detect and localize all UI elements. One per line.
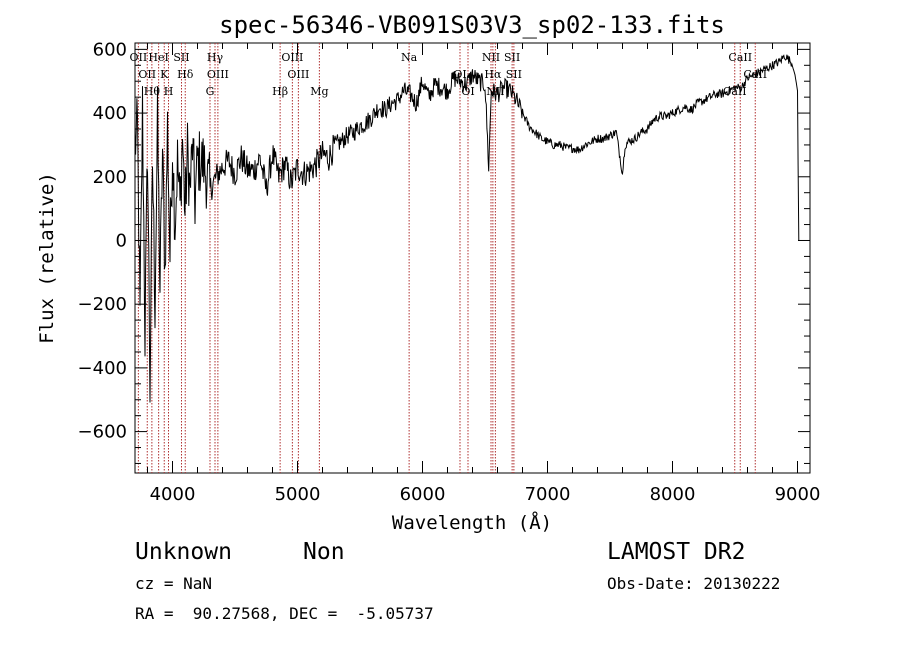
x-tick-label: 7000 bbox=[525, 484, 571, 505]
line-marker-label: OIII bbox=[287, 68, 309, 81]
line-markers bbox=[137, 43, 756, 473]
x-tick-label: 4000 bbox=[150, 484, 196, 505]
line-marker-label: Hθ bbox=[144, 85, 161, 98]
y-tick-label: −200 bbox=[78, 294, 127, 315]
line-marker-label: OIII bbox=[207, 68, 229, 81]
line-marker-label: Hγ bbox=[207, 51, 224, 64]
line-marker-label: OI bbox=[461, 85, 474, 98]
line-marker-label: Mg bbox=[310, 85, 328, 98]
y-tick-label: 600 bbox=[93, 39, 127, 60]
x-axis-label: Wavelength (Å) bbox=[392, 511, 552, 534]
x-tick-label: 8000 bbox=[650, 484, 696, 505]
x-tick-label: 6000 bbox=[400, 484, 446, 505]
line-marker-label: NII bbox=[482, 51, 500, 64]
chart-title: spec-56346-VB091S03V3_sp02-133.fits bbox=[219, 11, 725, 39]
line-marker-label: OII bbox=[138, 68, 156, 81]
line-marker-label: Hδ bbox=[177, 68, 194, 81]
survey-name: LAMOST DR2 bbox=[607, 539, 745, 565]
line-marker-label: OI bbox=[453, 68, 466, 81]
axis-ticks bbox=[135, 43, 810, 473]
line-marker-label: Hα bbox=[484, 68, 502, 81]
line-marker-label: Na bbox=[401, 51, 418, 64]
line-marker-label: CaII bbox=[728, 51, 752, 64]
y-tick-label: 400 bbox=[93, 103, 127, 124]
x-tick-label: 5000 bbox=[275, 484, 321, 505]
line-marker-label: SII bbox=[173, 51, 189, 64]
object-class: Unknown bbox=[135, 539, 232, 565]
line-marker-label: Hβ bbox=[272, 85, 288, 98]
y-tick-label: −400 bbox=[78, 358, 127, 379]
line-marker-label: SII bbox=[506, 68, 522, 81]
line-marker-label: K bbox=[160, 68, 169, 81]
y-axis-label: Flux (relative) bbox=[36, 172, 58, 344]
plot-frame bbox=[134, 42, 811, 474]
x-tick-label: 9000 bbox=[775, 484, 821, 505]
y-tick-label: 0 bbox=[116, 230, 127, 251]
line-marker-label: SII bbox=[504, 51, 520, 64]
observation-date: Obs-Date: 20130222 bbox=[607, 574, 780, 593]
spectrum-line bbox=[134, 54, 800, 403]
axis-tick-labels: 4000 5000 6000 7000 8000 9000 −600 −400 −200 0 200… bbox=[78, 39, 821, 505]
coordinates: RA = 90.27568, DEC = -5.05737 bbox=[135, 604, 434, 623]
line-marker-label: OII bbox=[130, 51, 148, 64]
object-subclass: Non bbox=[303, 539, 345, 565]
y-tick-label: 200 bbox=[93, 167, 127, 188]
line-marker-label: HeI bbox=[148, 51, 168, 64]
line-marker-label: H bbox=[164, 85, 174, 98]
y-tick-label: −600 bbox=[78, 422, 127, 443]
line-marker-label: G bbox=[206, 85, 215, 98]
line-marker-label: OIII bbox=[281, 51, 303, 64]
redshift-value: cz = NaN bbox=[135, 574, 212, 593]
